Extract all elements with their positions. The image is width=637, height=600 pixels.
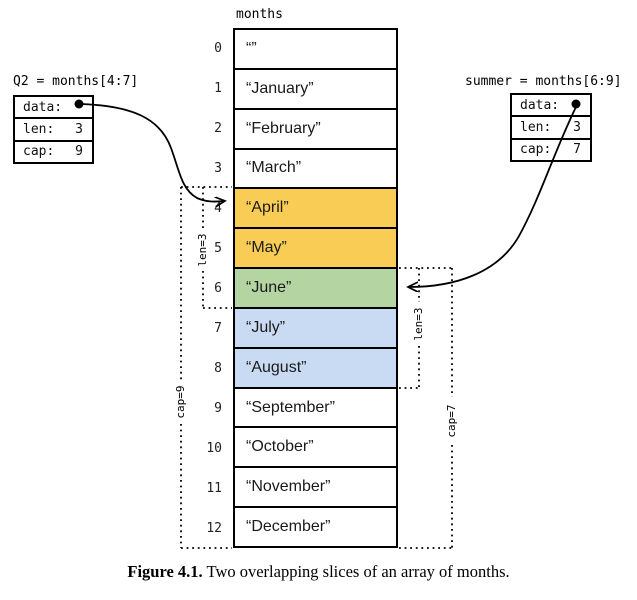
- slice-field-label: data:: [520, 97, 560, 113]
- summer-slice-title: summer = months[6:9]: [465, 74, 622, 89]
- q2-cap-label: cap=9: [173, 380, 189, 424]
- slice-field-label: data:: [23, 99, 63, 115]
- slice-field-label: len:: [23, 121, 55, 137]
- months-array: “” “January” “February” “March” “April” …: [233, 28, 398, 548]
- array-index-column: 0 1 2 3 4 5 6 7 8 9 10 11 12: [186, 28, 222, 548]
- array-index: 12: [206, 520, 222, 536]
- array-index: 6: [214, 280, 222, 296]
- array-index: 11: [206, 480, 222, 496]
- array-cell: “July”: [235, 308, 396, 349]
- q2-len-label: len=3: [195, 228, 211, 272]
- q2-slice-title: Q2 = months[4:7]: [13, 74, 139, 89]
- array-cell: “October”: [235, 428, 396, 469]
- array-index: 9: [214, 400, 222, 416]
- array-cell: “May”: [235, 229, 396, 270]
- array-index: 0: [214, 40, 222, 56]
- slice-field: data:: [512, 95, 590, 118]
- summer-cap-label: cap=7: [444, 399, 460, 443]
- summer-slice-header: data: len: 3 cap: 7: [510, 93, 592, 162]
- slice-field-label: cap:: [23, 144, 55, 160]
- array-index: 2: [214, 120, 222, 136]
- slice-field: data:: [15, 97, 92, 120]
- array-cell: “September”: [235, 388, 396, 429]
- slice-field: cap: 9: [15, 142, 92, 162]
- array-title: months: [236, 7, 283, 22]
- array-index: 7: [214, 320, 222, 336]
- array-cell: “February”: [235, 109, 396, 150]
- array-cell: “March”: [235, 149, 396, 190]
- array-index: 4: [214, 200, 222, 216]
- array-cell: “December”: [235, 508, 396, 546]
- q2-slice-header: data: len: 3 cap: 9: [13, 95, 94, 164]
- array-cell: “November”: [235, 468, 396, 509]
- array-index: 8: [214, 360, 222, 376]
- array-cell: “August”: [235, 348, 396, 389]
- slice-field-value: 9: [75, 144, 83, 160]
- slice-field-value: 3: [75, 121, 83, 137]
- slice-field-label: cap:: [520, 142, 552, 158]
- figure-caption-number: Figure 4.1.: [127, 562, 203, 581]
- array-cell: “June”: [235, 269, 396, 309]
- summer-len-label: len=3: [411, 302, 427, 346]
- array-index: 10: [206, 440, 222, 456]
- slice-field: len: 3: [512, 117, 590, 140]
- array-cell: “January”: [235, 69, 396, 110]
- slice-field: cap: 7: [512, 140, 590, 160]
- slice-field-value: 7: [573, 142, 581, 158]
- array-index: 3: [214, 160, 222, 176]
- array-cell: “April”: [235, 189, 396, 230]
- array-index: 5: [214, 240, 222, 256]
- figure-caption-text: Two overlapping slices of an array of mo…: [202, 562, 510, 581]
- figure-caption: Figure 4.1. Two overlapping slices of an…: [0, 562, 637, 582]
- array-index: 1: [214, 80, 222, 96]
- slice-field-label: len:: [520, 119, 552, 135]
- slice-field-value: 3: [573, 119, 581, 135]
- array-cell: “”: [235, 30, 396, 70]
- slice-field: len: 3: [15, 119, 92, 142]
